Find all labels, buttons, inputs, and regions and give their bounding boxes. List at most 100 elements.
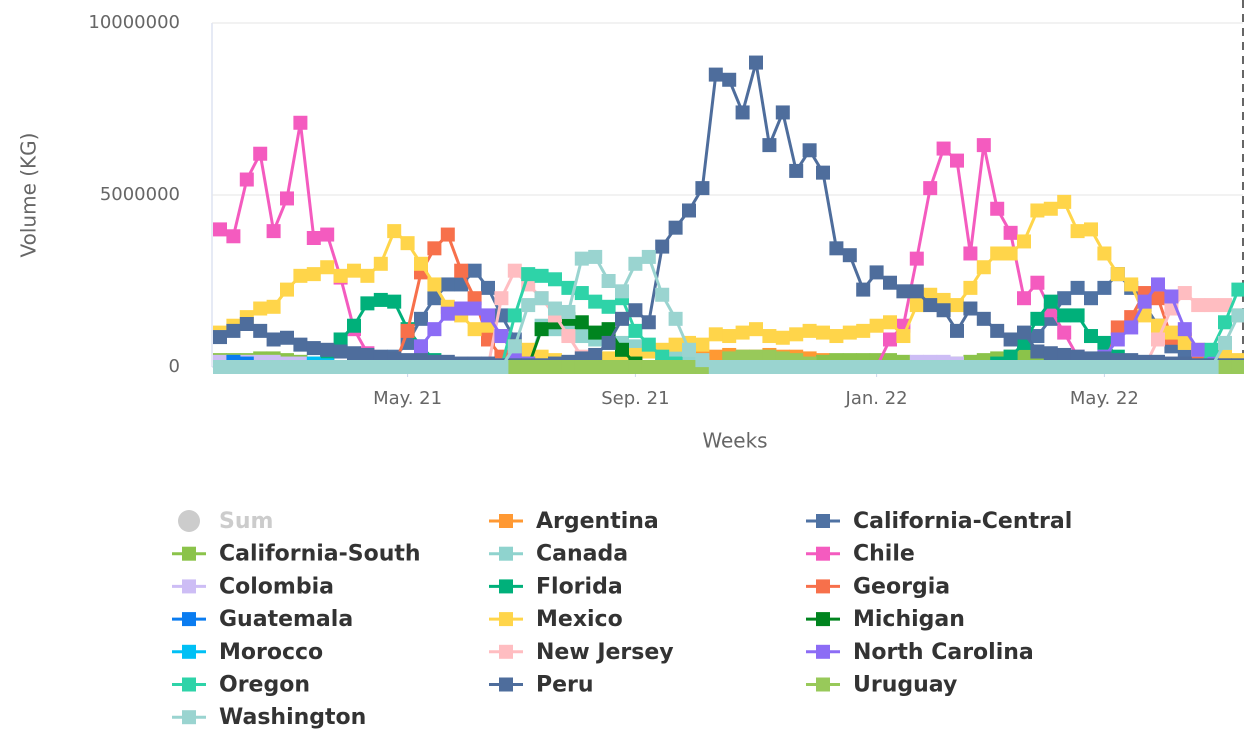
legend-label[interactable]: Florida [536, 574, 623, 599]
marker [789, 163, 804, 178]
marker [950, 298, 964, 313]
legend-item[interactable]: Uruguay [806, 673, 957, 698]
marker [1191, 342, 1206, 357]
marker [1231, 282, 1244, 297]
marker [963, 280, 978, 295]
marker [1084, 360, 1098, 374]
marker [467, 301, 482, 316]
marker [293, 360, 308, 374]
legend-label[interactable]: California-Central [853, 509, 1072, 534]
marker [1084, 329, 1098, 344]
marker [1191, 298, 1206, 313]
marker [1070, 360, 1085, 374]
marker [883, 332, 897, 347]
legend-item[interactable]: Florida [489, 574, 623, 599]
legend-item[interactable]: North Carolina [806, 640, 1034, 665]
legend-label[interactable]: Canada [536, 542, 628, 567]
legend-label[interactable]: Michigan [853, 607, 965, 632]
legend-label[interactable]: Uruguay [853, 673, 957, 698]
legend-label[interactable]: Oregon [219, 673, 310, 698]
legend-item[interactable]: Michigan [806, 607, 965, 632]
marker [976, 311, 991, 326]
marker [481, 360, 495, 374]
marker [722, 72, 737, 87]
legend-label[interactable]: Peru [536, 673, 594, 698]
marker [1097, 360, 1112, 374]
marker [387, 360, 402, 374]
legend-symbol [499, 579, 513, 594]
marker [816, 360, 830, 374]
marker [802, 143, 817, 158]
legend-symbol [816, 612, 830, 627]
legend-item[interactable]: Washington [172, 705, 366, 730]
marker [749, 360, 763, 374]
legend-label[interactable]: Mexico [536, 607, 623, 632]
legend-symbol [182, 612, 196, 627]
y-tick-label: 10000000 [88, 12, 180, 33]
legend-item[interactable]: Mexico [489, 607, 623, 632]
marker [1084, 222, 1098, 237]
legend-label[interactable]: Sum [219, 509, 273, 534]
legend-label[interactable]: California-South [219, 542, 421, 567]
legend-item[interactable]: Oregon [172, 673, 310, 698]
marker [1030, 344, 1045, 359]
marker [414, 256, 428, 271]
marker [280, 330, 294, 345]
legend-item[interactable]: Morocco [172, 640, 323, 665]
marker [1110, 320, 1125, 335]
marker [1110, 332, 1125, 347]
legend-item[interactable]: Guatemala [172, 607, 353, 632]
marker [923, 298, 938, 313]
marker [1070, 308, 1085, 323]
marker [293, 337, 308, 352]
marker [963, 246, 978, 261]
marker [789, 360, 804, 374]
marker [628, 323, 643, 338]
legend-item[interactable]: Argentina [489, 509, 659, 534]
marker [883, 315, 897, 330]
marker [454, 263, 469, 278]
marker [1177, 360, 1192, 374]
marker [1137, 308, 1152, 323]
legend-label[interactable]: Morocco [219, 640, 323, 665]
legend-item[interactable]: California-South [172, 542, 421, 567]
legend-item[interactable]: Canada [489, 542, 628, 567]
legend-item[interactable]: New Jersey [489, 640, 674, 665]
marker [320, 227, 335, 242]
marker [641, 360, 656, 374]
legend-label[interactable]: New Jersey [536, 640, 674, 665]
marker [601, 360, 616, 374]
legend-label[interactable]: North Carolina [853, 640, 1034, 665]
marker [1057, 360, 1072, 374]
legend-item[interactable]: California-Central [806, 509, 1072, 534]
marker [387, 294, 402, 309]
marker [615, 311, 629, 326]
marker [400, 360, 415, 374]
legend-item[interactable]: Peru [489, 673, 594, 698]
legend-item[interactable]: Georgia [806, 574, 950, 599]
marker [1030, 203, 1045, 218]
plot-area [213, 55, 1244, 374]
marker [963, 360, 978, 374]
marker [574, 286, 589, 301]
marker [1110, 267, 1125, 282]
marker [507, 308, 522, 323]
marker [521, 267, 536, 282]
marker [976, 260, 991, 275]
marker [239, 172, 254, 187]
legend-label[interactable]: Georgia [853, 574, 950, 599]
marker [909, 360, 924, 374]
marker [829, 360, 844, 374]
legend-label[interactable]: Washington [219, 705, 366, 730]
legend-item[interactable]: Colombia [172, 574, 334, 599]
legend-item[interactable]: Sum [178, 509, 273, 534]
legend-symbol [499, 546, 513, 561]
legend-label[interactable]: Guatemala [219, 607, 353, 632]
legend[interactable]: Sum Argentina California-Central California… [172, 509, 1072, 730]
legend-label[interactable]: Colombia [219, 574, 334, 599]
marker [320, 360, 335, 374]
marker [280, 360, 294, 374]
legend-label[interactable]: Argentina [536, 509, 659, 534]
legend-label[interactable]: Chile [853, 542, 915, 567]
legend-item[interactable]: Chile [806, 542, 915, 567]
